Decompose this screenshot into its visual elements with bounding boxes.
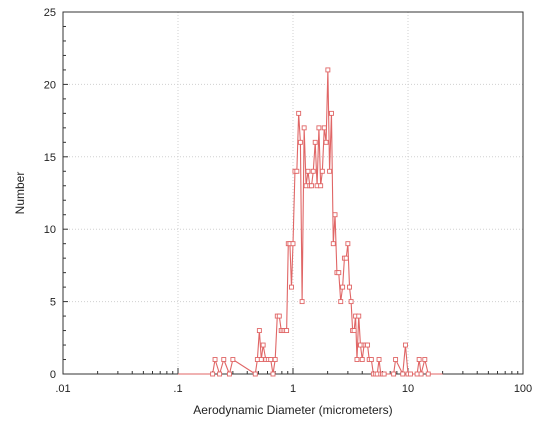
data-point bbox=[338, 299, 344, 305]
data-point bbox=[258, 357, 264, 362]
data-point bbox=[272, 357, 278, 362]
series bbox=[178, 67, 443, 377]
series-line bbox=[178, 69, 443, 376]
data-point bbox=[256, 328, 262, 334]
data-point bbox=[329, 110, 334, 116]
y-axis-label: Number bbox=[13, 172, 27, 215]
data-point bbox=[226, 371, 232, 377]
data-point bbox=[354, 357, 360, 362]
y-tick-label: 15 bbox=[44, 152, 56, 164]
y-tick-label: 5 bbox=[50, 297, 56, 309]
data-point bbox=[230, 357, 236, 362]
y-axis: 0 5 10 15 20 25 bbox=[44, 7, 68, 381]
data-point bbox=[212, 357, 218, 362]
data-point bbox=[340, 284, 346, 290]
data-point bbox=[276, 313, 282, 319]
y-tick-label: 20 bbox=[44, 79, 56, 91]
x-tick-label: .01 bbox=[55, 383, 70, 395]
data-point bbox=[376, 357, 382, 362]
data-point bbox=[402, 342, 408, 348]
data-point bbox=[325, 67, 331, 73]
data-point bbox=[368, 357, 374, 362]
x-tick-label: 1 bbox=[290, 383, 296, 395]
data-point bbox=[270, 371, 276, 377]
x-axis-label: Aerodynamic Diameter (micrometers) bbox=[193, 403, 392, 417]
x-tick-label: 100 bbox=[514, 383, 532, 395]
data-point bbox=[318, 183, 324, 189]
data-point bbox=[393, 357, 399, 362]
data-point bbox=[391, 371, 397, 377]
data-point bbox=[381, 371, 387, 377]
y-tick-label: 10 bbox=[44, 224, 56, 236]
x-tick-label: 10 bbox=[402, 383, 414, 395]
grid bbox=[63, 12, 523, 374]
y-tick-label: 25 bbox=[44, 7, 56, 19]
data-point bbox=[422, 357, 428, 362]
data-point bbox=[359, 357, 365, 362]
data-point bbox=[365, 342, 371, 348]
data-point bbox=[310, 168, 316, 174]
data-point bbox=[290, 241, 296, 247]
data-point bbox=[217, 371, 223, 377]
data-point bbox=[418, 371, 424, 377]
data-point bbox=[297, 139, 303, 145]
data-point bbox=[319, 168, 325, 174]
data-point bbox=[332, 212, 338, 218]
data-point bbox=[294, 168, 300, 174]
data-point bbox=[309, 183, 315, 189]
data-point bbox=[356, 313, 362, 319]
data-point bbox=[345, 241, 351, 247]
data-point bbox=[289, 284, 294, 290]
data-point bbox=[260, 342, 266, 348]
data-point bbox=[321, 125, 327, 131]
data-point bbox=[336, 270, 342, 276]
data-point bbox=[254, 357, 260, 362]
data-point bbox=[296, 110, 302, 116]
data-point bbox=[252, 371, 258, 377]
data-point bbox=[400, 371, 406, 377]
data-point bbox=[284, 328, 290, 334]
x-tick-label: .1 bbox=[173, 383, 182, 395]
data-point bbox=[351, 328, 357, 334]
y-tick-label: 0 bbox=[50, 369, 56, 381]
data-point bbox=[414, 371, 420, 377]
data-point bbox=[305, 168, 311, 174]
data-point bbox=[210, 371, 216, 377]
data-point bbox=[425, 371, 431, 377]
data-point bbox=[221, 357, 227, 362]
data-point bbox=[301, 125, 307, 131]
data-point bbox=[416, 357, 422, 362]
data-point bbox=[327, 168, 333, 174]
data-point bbox=[343, 255, 349, 261]
data-point bbox=[347, 284, 352, 290]
data-point bbox=[348, 299, 354, 305]
x-axis: .01 .1 1 10 100 bbox=[55, 368, 532, 395]
data-point bbox=[323, 139, 329, 145]
data-point bbox=[268, 357, 274, 362]
data-point bbox=[330, 241, 336, 247]
data-point bbox=[299, 299, 305, 305]
data-point bbox=[312, 139, 318, 145]
data-point bbox=[407, 371, 413, 377]
data-point bbox=[316, 125, 322, 131]
